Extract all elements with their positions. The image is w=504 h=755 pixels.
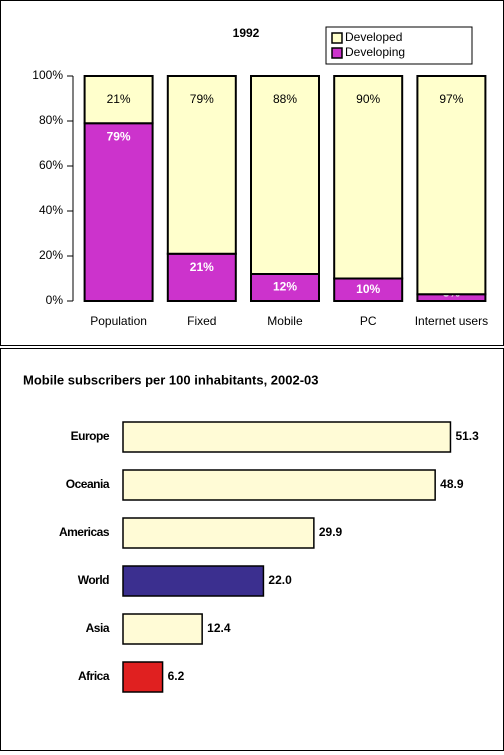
legend-label: Developed [345,30,402,44]
x-tick-label-box: PC [359,314,377,328]
data-label: 29.9 [319,525,343,539]
x-tick-label: Population [90,314,147,328]
legend-swatch [331,32,343,44]
x-tick-label: Mobile [267,314,303,328]
data-label: 51.3 [455,429,479,443]
y-tick-label: 60% [39,158,63,172]
bar [122,517,315,549]
bar-segment [83,75,154,125]
bar-segment [83,122,154,302]
bar-segment [416,75,487,296]
legend-label: Developing [345,45,405,59]
data-label: 79% [190,92,214,106]
chart-panel: 1992 0% 20% 40% 60% 80% 100% 79% 21% Population 2… [0,0,504,346]
x-tick-label: Internet users [414,314,489,328]
legend-box [325,26,473,65]
chart-title: Mobile subscribers per 100 inhabitants, … [23,372,319,387]
data-label: 48.9 [440,477,464,491]
data-label: 21% [107,92,131,106]
y-tick-label: 20% [39,248,63,262]
x-tick-label: Fixed [187,314,217,328]
data-label: 88% [273,92,297,106]
y-tick-label: Europe [71,429,110,443]
chart: 1992 0% 20% 40% 60% 80% 100% 79% 21% Population 2… [32,26,489,328]
y-tick-label: Oceania [66,477,110,491]
chart-panel: Mobile subscribers per 100 inhabitants, … [0,348,504,751]
y-tick-label: Asia [86,621,110,635]
bar [122,613,203,645]
y-tick-label: 80% [39,113,63,127]
x-tick-label: PC [359,314,377,328]
data-label: 10% [356,282,380,296]
y-tick-label: Americas [59,525,110,539]
x-tick-label-box: Internet users [414,314,489,328]
data-label: 12.4 [207,621,231,635]
data-label: 90% [356,92,380,106]
x-tick-label-box: Mobile [267,314,303,328]
data-label: 22.0 [268,573,292,587]
y-tick-label: 100% [32,68,63,82]
bar-segment [250,273,320,302]
bar [122,421,452,453]
y-tick-label: 0% [46,293,64,307]
x-tick-label-box: Population [90,314,147,328]
data-label: 79% [107,129,131,143]
x-tick-label-box: Fixed [187,314,217,328]
y-tick-label: World [78,573,109,587]
y-tick-label: 40% [39,203,63,217]
chart-title: 1992 [233,26,260,40]
bar-segment [166,75,237,255]
bar-segment [250,75,320,275]
y-tick-label: Africa [78,669,110,683]
bar-segment [166,252,237,302]
data-label: 12% [273,280,297,294]
chart: Mobile subscribers per 100 inhabitants, … [23,372,479,693]
data-label: 21% [190,260,214,274]
bar-segment [333,75,404,280]
bar [122,565,265,597]
data-label: 97% [439,92,463,106]
data-label: 6.2 [168,669,185,683]
bar [122,661,164,693]
bar [122,469,436,501]
legend-swatch [331,47,343,59]
